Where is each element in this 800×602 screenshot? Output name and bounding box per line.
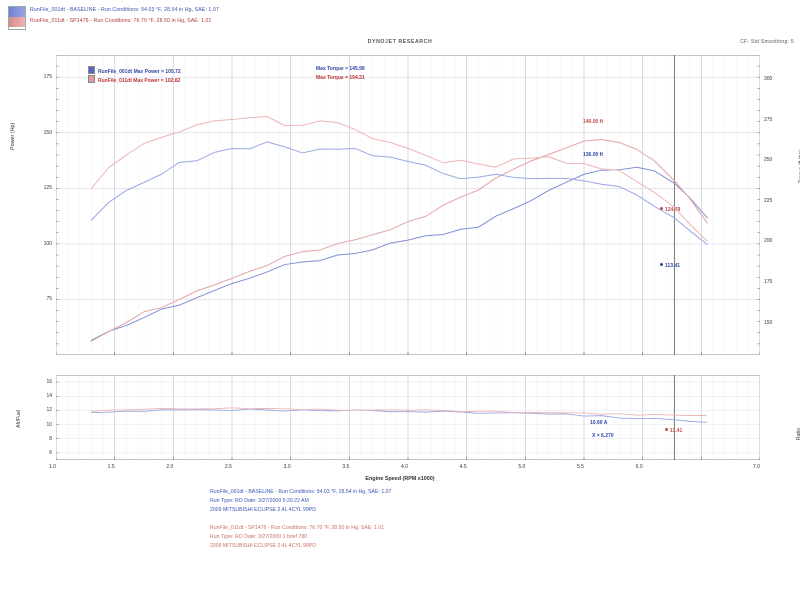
baseline-note-line-2: Run Type: RO Date: 3/27/2009 5:20:22 AM <box>210 498 309 504</box>
run-header-sp1476: RunFile_011dt - SP1476 - Run Conditions:… <box>30 18 212 24</box>
power-tick-125: 125 <box>43 185 52 192</box>
annotation-afr-sp1476: 11.41 <box>665 428 682 434</box>
rpm-tick-3.5: 3.5 <box>342 464 350 470</box>
torque-tick-300: 300 <box>764 76 773 83</box>
legend-row-sp1476: RunFile_011dt Max Power = 102.82 Max Tor… <box>88 75 365 84</box>
afr-tick-10: 10 <box>46 421 52 428</box>
afr-tick-8: 8 <box>49 435 52 442</box>
power-tick-75: 75 <box>46 296 52 303</box>
annotation-cursor-x: X = 6.270 <box>592 433 614 439</box>
torque-tick-175: 175 <box>764 279 773 286</box>
afr-tick-12: 12 <box>46 407 52 414</box>
annotation-power-sp1476: 124.79 <box>660 207 680 213</box>
annotation-dot-red-icon <box>660 207 663 210</box>
run-notes: RunFile_001dt - BASELINE - Run Condition… <box>210 488 630 560</box>
swatch-sp1476 <box>9 17 25 27</box>
run-header-baseline: RunFile_001dt - BASELINE - Run Condition… <box>30 7 219 13</box>
rpm-tick-4.5: 4.5 <box>459 464 467 470</box>
annotation-peak-torque-sp1476: 146.00 ft <box>583 119 604 125</box>
afr-axis-title: Afr/Fuel <box>16 409 22 428</box>
legend-torque-baseline: Max Torque = 145.99 <box>316 66 365 72</box>
annotation-power-baseline-value: 113.41 <box>665 263 681 269</box>
annotation-power-baseline: 113.41 <box>660 263 680 269</box>
rpm-tick-3.0: 3.0 <box>283 464 291 470</box>
rpm-tick-6.0: 6.0 <box>635 464 643 470</box>
ratio-axis-title: Ratio <box>796 428 800 441</box>
afr-tick-16: 16 <box>46 379 52 386</box>
torque-tick-150: 150 <box>764 319 773 326</box>
afr-tick-6: 6 <box>49 449 52 456</box>
legend-label-baseline: RunFile_001dt Max Power = 105.72 <box>98 69 181 75</box>
sp1476-note-line-2: Run Type: RO Date: 3/27/2009 1 brief 780 <box>210 534 308 540</box>
run-notes-baseline: RunFile_001dt - BASELINE - Run Condition… <box>210 488 630 515</box>
annotation-afr-sp1476-value: 11.41 <box>670 428 683 434</box>
correction-factor-note: CF: Std Smoothing: 5 <box>740 39 794 45</box>
annotation-peak-torque-baseline: 136.00 ft <box>583 152 604 158</box>
main-plot-area <box>56 55 760 355</box>
rpm-tick-5.5: 5.5 <box>577 464 584 470</box>
series-legend: RunFile_001dt Max Power = 105.72 Max Tor… <box>88 66 438 86</box>
sp1476-note-line-1: RunFile_011dt - SP1476 - Run Conditions:… <box>210 525 385 531</box>
run-color-swatches <box>8 6 26 30</box>
run-notes-sp1476: RunFile_011dt - SP1476 - Run Conditions:… <box>210 524 630 551</box>
rpm-tick-5.0: 5.0 <box>518 464 526 470</box>
rpm-tick-2.0: 2.0 <box>166 464 174 470</box>
baseline-note-line-1: RunFile_001dt - BASELINE - Run Condition… <box>210 489 392 495</box>
legend-chip-baseline-icon <box>88 66 95 74</box>
rpm-tick-7.0: 7.0 <box>753 464 760 470</box>
rpm-tick-1.5: 1.5 <box>107 464 115 470</box>
baseline-note-line-3: 2009 MITSUBISHI ECLIPSE 2.4L 4CYL 99PD <box>210 507 317 513</box>
power-axis-title: Power (Hp) <box>10 122 16 150</box>
torque-tick-275: 275 <box>764 116 773 123</box>
swatch-baseline <box>9 7 25 17</box>
legend-torque-sp1476: Max Torque = 194.31 <box>316 75 365 81</box>
power-tick-150: 150 <box>43 129 52 136</box>
engine-speed-axis-title: Engine Speed (RPM x1000) <box>365 476 435 482</box>
legend-chip-sp1476-icon <box>88 75 95 83</box>
legend-row-baseline: RunFile_001dt Max Power = 105.72 Max Tor… <box>88 66 365 75</box>
power-tick-175: 175 <box>43 74 52 81</box>
rpm-tick-1.0: 1.0 <box>49 464 56 470</box>
power-tick-100: 100 <box>43 240 52 247</box>
annotation-dot-blue-icon <box>660 263 663 266</box>
chart-title: DYNOJET RESEARCH <box>367 39 433 45</box>
sp1476-note-line-3: 2009 MITSUBISHI ECLIPSE 2.4L 4CYL 99PD <box>210 543 317 549</box>
rpm-tick-2.5: 2.5 <box>225 464 232 470</box>
annotation-dot-red2-icon <box>665 428 668 431</box>
afr-tick-14: 14 <box>46 393 52 400</box>
run-header: RunFile_001dt - BASELINE - Run Condition… <box>8 6 788 32</box>
torque-tick-200: 200 <box>764 238 773 245</box>
annotation-afr-baseline: 10.60 A <box>590 420 608 426</box>
afr-plot-area <box>56 375 760 460</box>
torque-tick-250: 250 <box>764 157 773 164</box>
legend-label-sp1476: RunFile_011dt Max Power = 102.82 <box>98 78 181 84</box>
annotation-power-sp1476-value: 124.79 <box>665 207 681 213</box>
torque-tick-225: 225 <box>764 197 773 204</box>
rpm-tick-4.0: 4.0 <box>401 464 408 470</box>
